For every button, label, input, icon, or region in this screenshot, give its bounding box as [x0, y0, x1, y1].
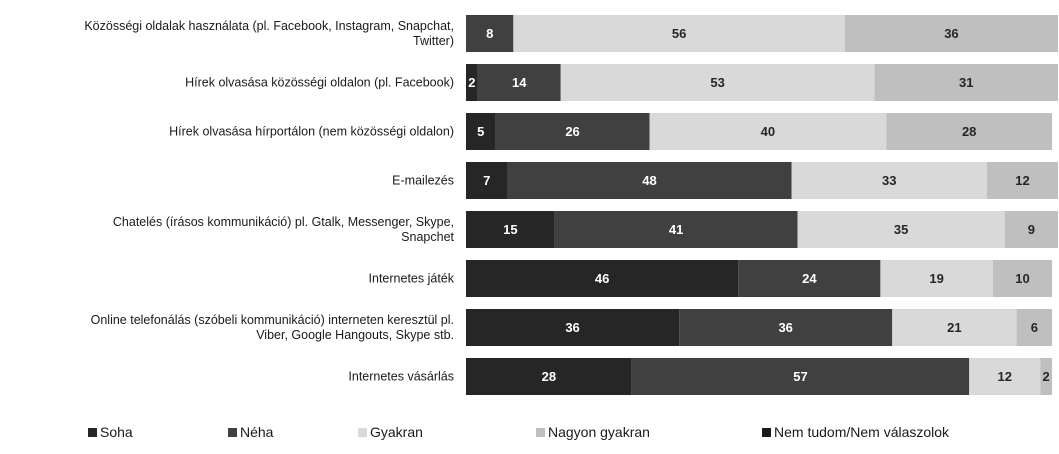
category-labels: Közösségi oldalak használata (pl. Facebo… — [84, 19, 454, 384]
legend-swatch — [358, 428, 367, 437]
bar-segment — [466, 113, 496, 150]
data-label: 56 — [672, 26, 686, 41]
data-label: 19 — [929, 271, 943, 286]
bar-segment — [880, 260, 993, 297]
legend-entry: Néha — [240, 424, 274, 440]
data-label: 24 — [802, 271, 817, 286]
data-label: 36 — [778, 320, 792, 335]
data-label: 10 — [1015, 271, 1029, 286]
data-label: 48 — [642, 173, 656, 188]
data-label: 40 — [761, 124, 775, 139]
data-label: 2 — [468, 75, 475, 90]
category-label: Chatelés (írásos kommunikáció) pl. Gtalk… — [113, 215, 455, 244]
bar-segment — [466, 260, 739, 297]
data-label: 21 — [947, 320, 961, 335]
legend-entry: Gyakran — [370, 424, 423, 440]
bar-segment — [507, 162, 792, 199]
legend-swatch — [88, 428, 97, 437]
bar-segment — [992, 260, 1053, 297]
data-label: 9 — [1028, 222, 1035, 237]
bar-segment — [986, 162, 1058, 199]
category-label: Internetes vásárlás — [348, 370, 454, 384]
bar-segment — [886, 113, 1053, 150]
data-label: 14 — [512, 75, 527, 90]
data-label: 28 — [962, 124, 976, 139]
bar-segment — [679, 309, 893, 346]
data-label: 7 — [483, 173, 490, 188]
bar-segment — [477, 64, 561, 101]
data-label: 57 — [793, 369, 807, 384]
bar-segment — [466, 358, 632, 395]
bar-segment — [892, 309, 1017, 346]
data-label: 46 — [595, 271, 609, 286]
data-label: 15 — [503, 222, 517, 237]
category-label: Hírek olvasása közösségi oldalon (pl. Fa… — [185, 76, 454, 90]
bar-segment — [1004, 211, 1058, 248]
data-label: 2 — [1043, 369, 1050, 384]
data-label: 36 — [944, 26, 958, 41]
data-label: 12 — [997, 369, 1011, 384]
legend-entry: Nem tudom/Nem válaszolok — [774, 424, 950, 440]
data-label: 6 — [1031, 320, 1038, 335]
bar-segment — [1040, 358, 1053, 395]
bar-segment — [560, 64, 875, 101]
data-label: 26 — [565, 124, 579, 139]
data-label: 33 — [882, 173, 896, 188]
bar-segment — [969, 358, 1041, 395]
data-label: 36 — [565, 320, 579, 335]
bar-segment — [797, 211, 1005, 248]
data-label: 12 — [1015, 173, 1029, 188]
data-label: 5 — [477, 124, 484, 139]
legend: Soha Néha Gyakran Nagyon gyakran Nem tudom/N… — [88, 424, 950, 440]
legend-swatch — [228, 428, 237, 437]
category-label: Hírek olvasása hírportálon (nem közösség… — [169, 125, 454, 139]
bar-segment — [495, 113, 650, 150]
bar-segment — [466, 309, 680, 346]
bar-segment — [791, 162, 987, 199]
bar-segment — [513, 15, 845, 52]
bar-segment — [466, 162, 508, 199]
bar-segment — [554, 211, 798, 248]
bar-segment — [466, 64, 478, 101]
data-label: 41 — [669, 222, 683, 237]
data-label: 8 — [486, 26, 493, 41]
category-label: Közösségi oldalak használata (pl. Facebo… — [84, 19, 454, 48]
bar-segment — [738, 260, 881, 297]
bar-segment — [631, 358, 970, 395]
bar-segment — [466, 15, 514, 52]
bar-segment — [1016, 309, 1053, 346]
category-label: E-mailezés — [392, 174, 454, 188]
legend-swatch — [536, 428, 545, 437]
bar-segment — [844, 15, 1058, 52]
category-label: Internetes játék — [369, 272, 455, 286]
legend-entry: Nagyon gyakran — [548, 424, 650, 440]
data-label: 35 — [894, 222, 908, 237]
bar-segment — [874, 64, 1058, 101]
legend-swatch — [762, 428, 771, 437]
legend-entry: Soha — [100, 424, 133, 440]
bar-segment — [649, 113, 887, 150]
data-label: 31 — [959, 75, 973, 90]
category-label: Online telefonálás (szóbeli kommunikáció… — [91, 313, 454, 342]
data-label: 53 — [710, 75, 724, 90]
bar-segment — [466, 211, 555, 248]
data-label: 28 — [542, 369, 556, 384]
